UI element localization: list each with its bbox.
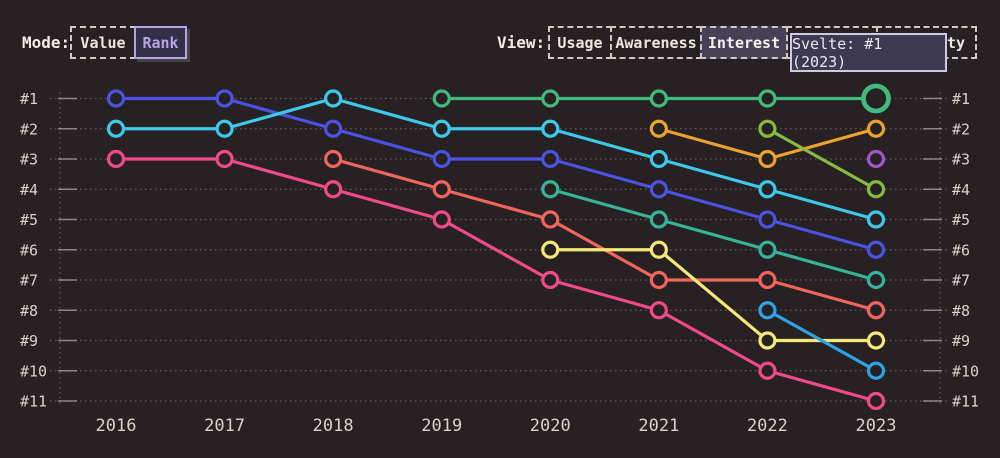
point-blue-2019[interactable] (432, 149, 451, 169)
left-axis-label-#9: #9 (20, 332, 38, 350)
point-orange-2023[interactable] (866, 119, 886, 138)
point-orange-2021[interactable] (649, 119, 668, 138)
series-line-blue (114, 96, 878, 252)
right-axis-label-#2: #2 (952, 120, 970, 138)
left-axis-label-#10: #10 (20, 362, 47, 380)
view-label: View: (497, 33, 546, 52)
point-teal-2023[interactable] (866, 270, 886, 290)
x-axis-label-2019: 2019 (421, 416, 462, 436)
x-axis-label-2022: 2022 (747, 416, 788, 436)
point-blue-2022[interactable] (758, 210, 777, 229)
right-axis-label-#3: #3 (952, 151, 970, 169)
point-cyan-2022[interactable] (758, 180, 777, 199)
right-axis-label-#1: #1 (952, 90, 970, 108)
point-cyan-2023[interactable] (866, 210, 886, 229)
point-cyan-2017[interactable] (215, 119, 234, 138)
point-pink-2019[interactable] (432, 210, 451, 229)
x-axis-label-2021: 2021 (638, 416, 679, 436)
left-axis-label-#1: #1 (20, 90, 38, 108)
point-olive-2023[interactable] (866, 180, 886, 199)
point-salmon-2023[interactable] (866, 301, 886, 320)
series-line-pink (114, 157, 878, 403)
point-pink-2018[interactable] (324, 180, 343, 199)
x-axis-label-2016: 2016 (96, 416, 137, 436)
point-orange-2022[interactable] (758, 149, 777, 169)
left-axis-label-#2: #2 (20, 120, 38, 138)
right-axis-label-#9: #9 (952, 332, 970, 350)
x-axis-label-2018: 2018 (313, 416, 354, 436)
right-axis-label-#4: #4 (952, 181, 970, 199)
left-axis-label-#7: #7 (20, 272, 38, 290)
point-blue-2020[interactable] (541, 149, 560, 169)
point-svelte-green-2020[interactable] (541, 89, 560, 108)
point-pink-2021[interactable] (649, 301, 668, 320)
series-line-teal (548, 187, 878, 282)
point-blue-2023[interactable] (866, 240, 886, 259)
point-salmon-2021[interactable] (649, 270, 668, 290)
point-cyan-2021[interactable] (649, 149, 668, 169)
left-axis-label-#11: #11 (20, 393, 47, 411)
point-cyan-2019[interactable] (432, 119, 451, 138)
series-line-olive (765, 127, 878, 191)
left-axis-label-#5: #5 (20, 211, 38, 229)
series-line-cyan (114, 96, 878, 222)
point-pink-2023[interactable] (866, 391, 886, 411)
right-axis-label-#6: #6 (952, 241, 970, 259)
point-blue-2016[interactable] (106, 89, 126, 108)
point-skyblue-2022[interactable] (758, 301, 777, 320)
point-svelte-green-2023-highlighted[interactable] (861, 83, 891, 114)
point-pink-2020[interactable] (541, 270, 560, 290)
point-salmon-2019[interactable] (432, 180, 451, 199)
x-axis-label-2020: 2020 (530, 416, 571, 436)
left-axis-label-#4: #4 (20, 181, 38, 199)
point-yellow-2020[interactable] (541, 240, 560, 259)
point-blue-2021[interactable] (649, 180, 668, 199)
series-line-skyblue (765, 308, 878, 373)
right-axis-label-#8: #8 (952, 302, 970, 320)
point-cyan-2020[interactable] (541, 119, 560, 138)
right-axis-label-#11: #11 (952, 393, 979, 411)
chart-tooltip-text: Svelte: #1 (2023) (792, 34, 883, 71)
point-svelte-green-2022[interactable] (758, 89, 777, 108)
point-salmon-2018[interactable] (324, 149, 343, 169)
mode-rank-button[interactable]: Rank (134, 26, 187, 59)
right-axis-label-#5: #5 (952, 211, 970, 229)
x-axis-label-2023: 2023 (856, 416, 897, 436)
right-axis-label-#10: #10 (952, 362, 979, 380)
point-cyan-2016[interactable] (106, 119, 126, 138)
point-pink-2022[interactable] (758, 361, 777, 380)
point-svelte-green-2019[interactable] (432, 89, 451, 108)
series-line-salmon (331, 157, 878, 312)
point-teal-2021[interactable] (649, 210, 668, 229)
point-blue-2017[interactable] (215, 89, 234, 108)
mode-label: Mode: (22, 33, 71, 52)
point-svelte-green-2021[interactable] (649, 89, 668, 108)
point-salmon-2022[interactable] (758, 270, 777, 290)
point-teal-2022[interactable] (758, 240, 777, 259)
view-interest-button[interactable]: Interest (700, 26, 788, 59)
left-axis-label-#6: #6 (20, 241, 38, 259)
left-axis-label-#3: #3 (20, 151, 38, 169)
point-blue-2018[interactable] (324, 119, 343, 138)
point-pink-2017[interactable] (215, 149, 234, 169)
point-pink-2016[interactable] (106, 149, 126, 169)
right-axis-label-#7: #7 (952, 272, 970, 290)
left-axis-label-#8: #8 (20, 302, 38, 320)
point-yellow-2022[interactable] (758, 331, 777, 350)
point-cyan-2018[interactable] (324, 89, 343, 108)
point-salmon-2020[interactable] (541, 210, 560, 229)
point-teal-2020[interactable] (541, 180, 560, 199)
point-purple-2023[interactable] (866, 149, 886, 169)
point-skyblue-2023[interactable] (866, 361, 886, 380)
point-yellow-2023[interactable] (866, 331, 886, 350)
chart-tooltip: Svelte: #1 (2023) (790, 33, 947, 72)
point-olive-2022[interactable] (758, 119, 777, 138)
x-axis-label-2017: 2017 (204, 416, 245, 436)
point-yellow-2021[interactable] (649, 240, 668, 259)
